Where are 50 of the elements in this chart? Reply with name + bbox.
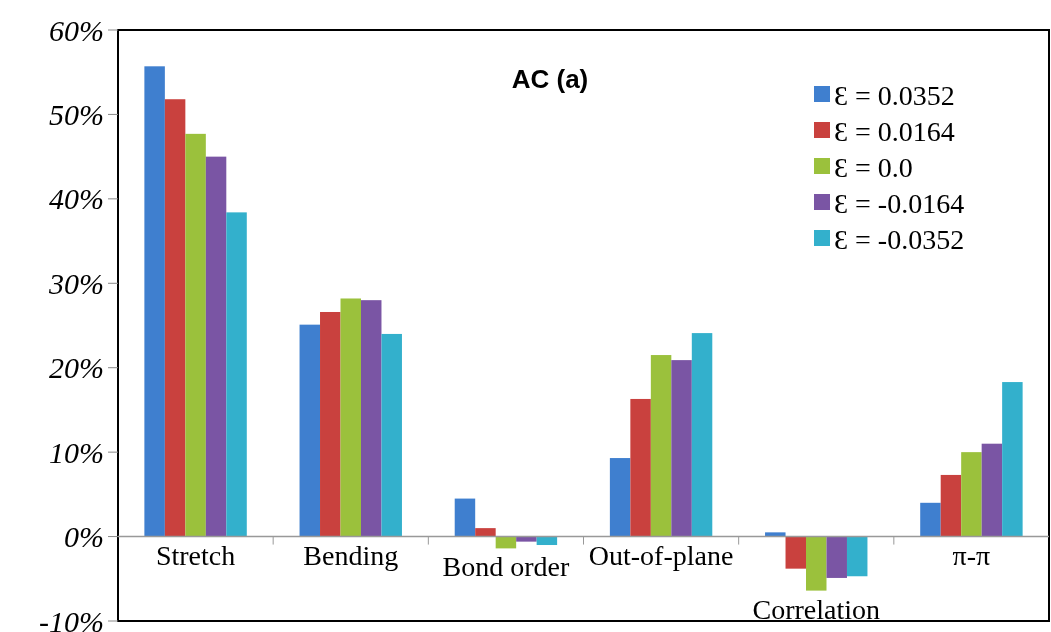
bar xyxy=(475,528,496,537)
x-tick-label: Bond order xyxy=(442,551,570,583)
bar xyxy=(381,333,402,537)
bar xyxy=(360,300,382,537)
bar xyxy=(185,133,206,537)
bar xyxy=(806,536,827,591)
bar xyxy=(454,498,476,537)
bar xyxy=(205,156,227,537)
y-tick-label: 10% xyxy=(49,435,104,469)
y-tick-label: -10% xyxy=(39,604,104,632)
bar xyxy=(226,212,247,537)
x-tick-label: Bending xyxy=(303,539,399,571)
x-tick-label: π-π xyxy=(952,539,991,571)
bar xyxy=(691,333,713,537)
bar xyxy=(961,452,982,537)
bar xyxy=(1002,382,1023,537)
bar xyxy=(846,536,868,577)
bar xyxy=(671,360,692,537)
bar xyxy=(299,324,321,537)
y-tick-label: 0% xyxy=(64,520,104,554)
x-tick-label: Stretch xyxy=(155,539,236,571)
legend-label: Ɛ = 0.0352 xyxy=(834,79,955,111)
x-tick-label: Correlation xyxy=(752,593,881,625)
legend-label: Ɛ = -0.0164 xyxy=(834,187,965,219)
bar xyxy=(320,311,341,537)
legend-label: Ɛ = 0.0164 xyxy=(834,115,955,147)
bar xyxy=(609,458,631,537)
bar xyxy=(650,355,672,537)
bar xyxy=(536,536,558,546)
bar xyxy=(340,298,361,537)
y-tick-label: 20% xyxy=(49,351,104,385)
bar xyxy=(164,99,186,537)
bar xyxy=(940,474,962,537)
bar xyxy=(920,502,941,537)
bar xyxy=(495,536,517,549)
bar xyxy=(144,66,165,537)
y-tick-label: 50% xyxy=(49,97,104,131)
legend-label: Ɛ = 0.0 xyxy=(834,151,913,183)
y-tick-label: 30% xyxy=(48,266,104,300)
bar xyxy=(826,536,847,578)
y-tick-label: 40% xyxy=(49,182,104,216)
bar xyxy=(516,536,537,542)
bar xyxy=(981,443,1003,537)
bar xyxy=(785,536,807,569)
bar xyxy=(630,398,651,537)
bar xyxy=(765,532,786,537)
legend-label: Ɛ = -0.0352 xyxy=(834,223,965,255)
x-tick-label: Out-of-plane xyxy=(588,539,734,571)
text: AC (a) xyxy=(511,64,589,94)
y-tick-label: 60% xyxy=(49,13,104,47)
